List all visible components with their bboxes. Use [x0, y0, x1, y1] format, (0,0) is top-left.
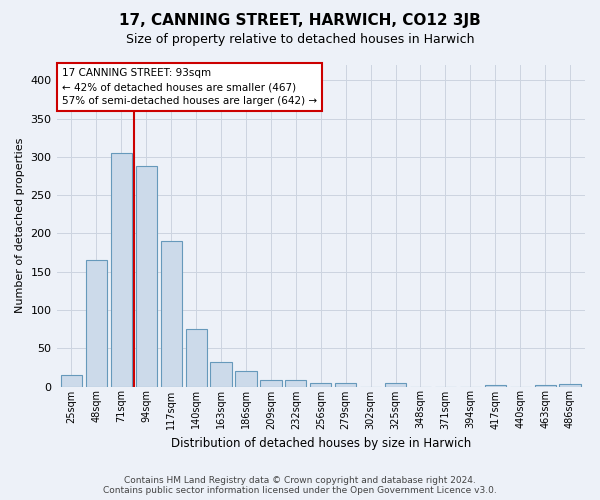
- Bar: [61, 375, 82, 386]
- Bar: [185, 329, 207, 386]
- Bar: [260, 380, 281, 386]
- Y-axis label: Number of detached properties: Number of detached properties: [15, 138, 25, 314]
- Bar: [485, 385, 506, 386]
- Bar: [161, 241, 182, 386]
- Bar: [211, 362, 232, 386]
- Bar: [285, 380, 307, 386]
- Bar: [310, 382, 331, 386]
- Bar: [235, 371, 257, 386]
- Bar: [385, 384, 406, 386]
- Bar: [535, 385, 556, 386]
- X-axis label: Distribution of detached houses by size in Harwich: Distribution of detached houses by size …: [170, 437, 471, 450]
- Text: Size of property relative to detached houses in Harwich: Size of property relative to detached ho…: [126, 32, 474, 46]
- Text: 17 CANNING STREET: 93sqm
← 42% of detached houses are smaller (467)
57% of semi-: 17 CANNING STREET: 93sqm ← 42% of detach…: [62, 68, 317, 106]
- Bar: [111, 153, 132, 386]
- Bar: [559, 384, 581, 386]
- Text: 17, CANNING STREET, HARWICH, CO12 3JB: 17, CANNING STREET, HARWICH, CO12 3JB: [119, 12, 481, 28]
- Text: Contains HM Land Registry data © Crown copyright and database right 2024.
Contai: Contains HM Land Registry data © Crown c…: [103, 476, 497, 495]
- Bar: [136, 166, 157, 386]
- Bar: [335, 382, 356, 386]
- Bar: [86, 260, 107, 386]
